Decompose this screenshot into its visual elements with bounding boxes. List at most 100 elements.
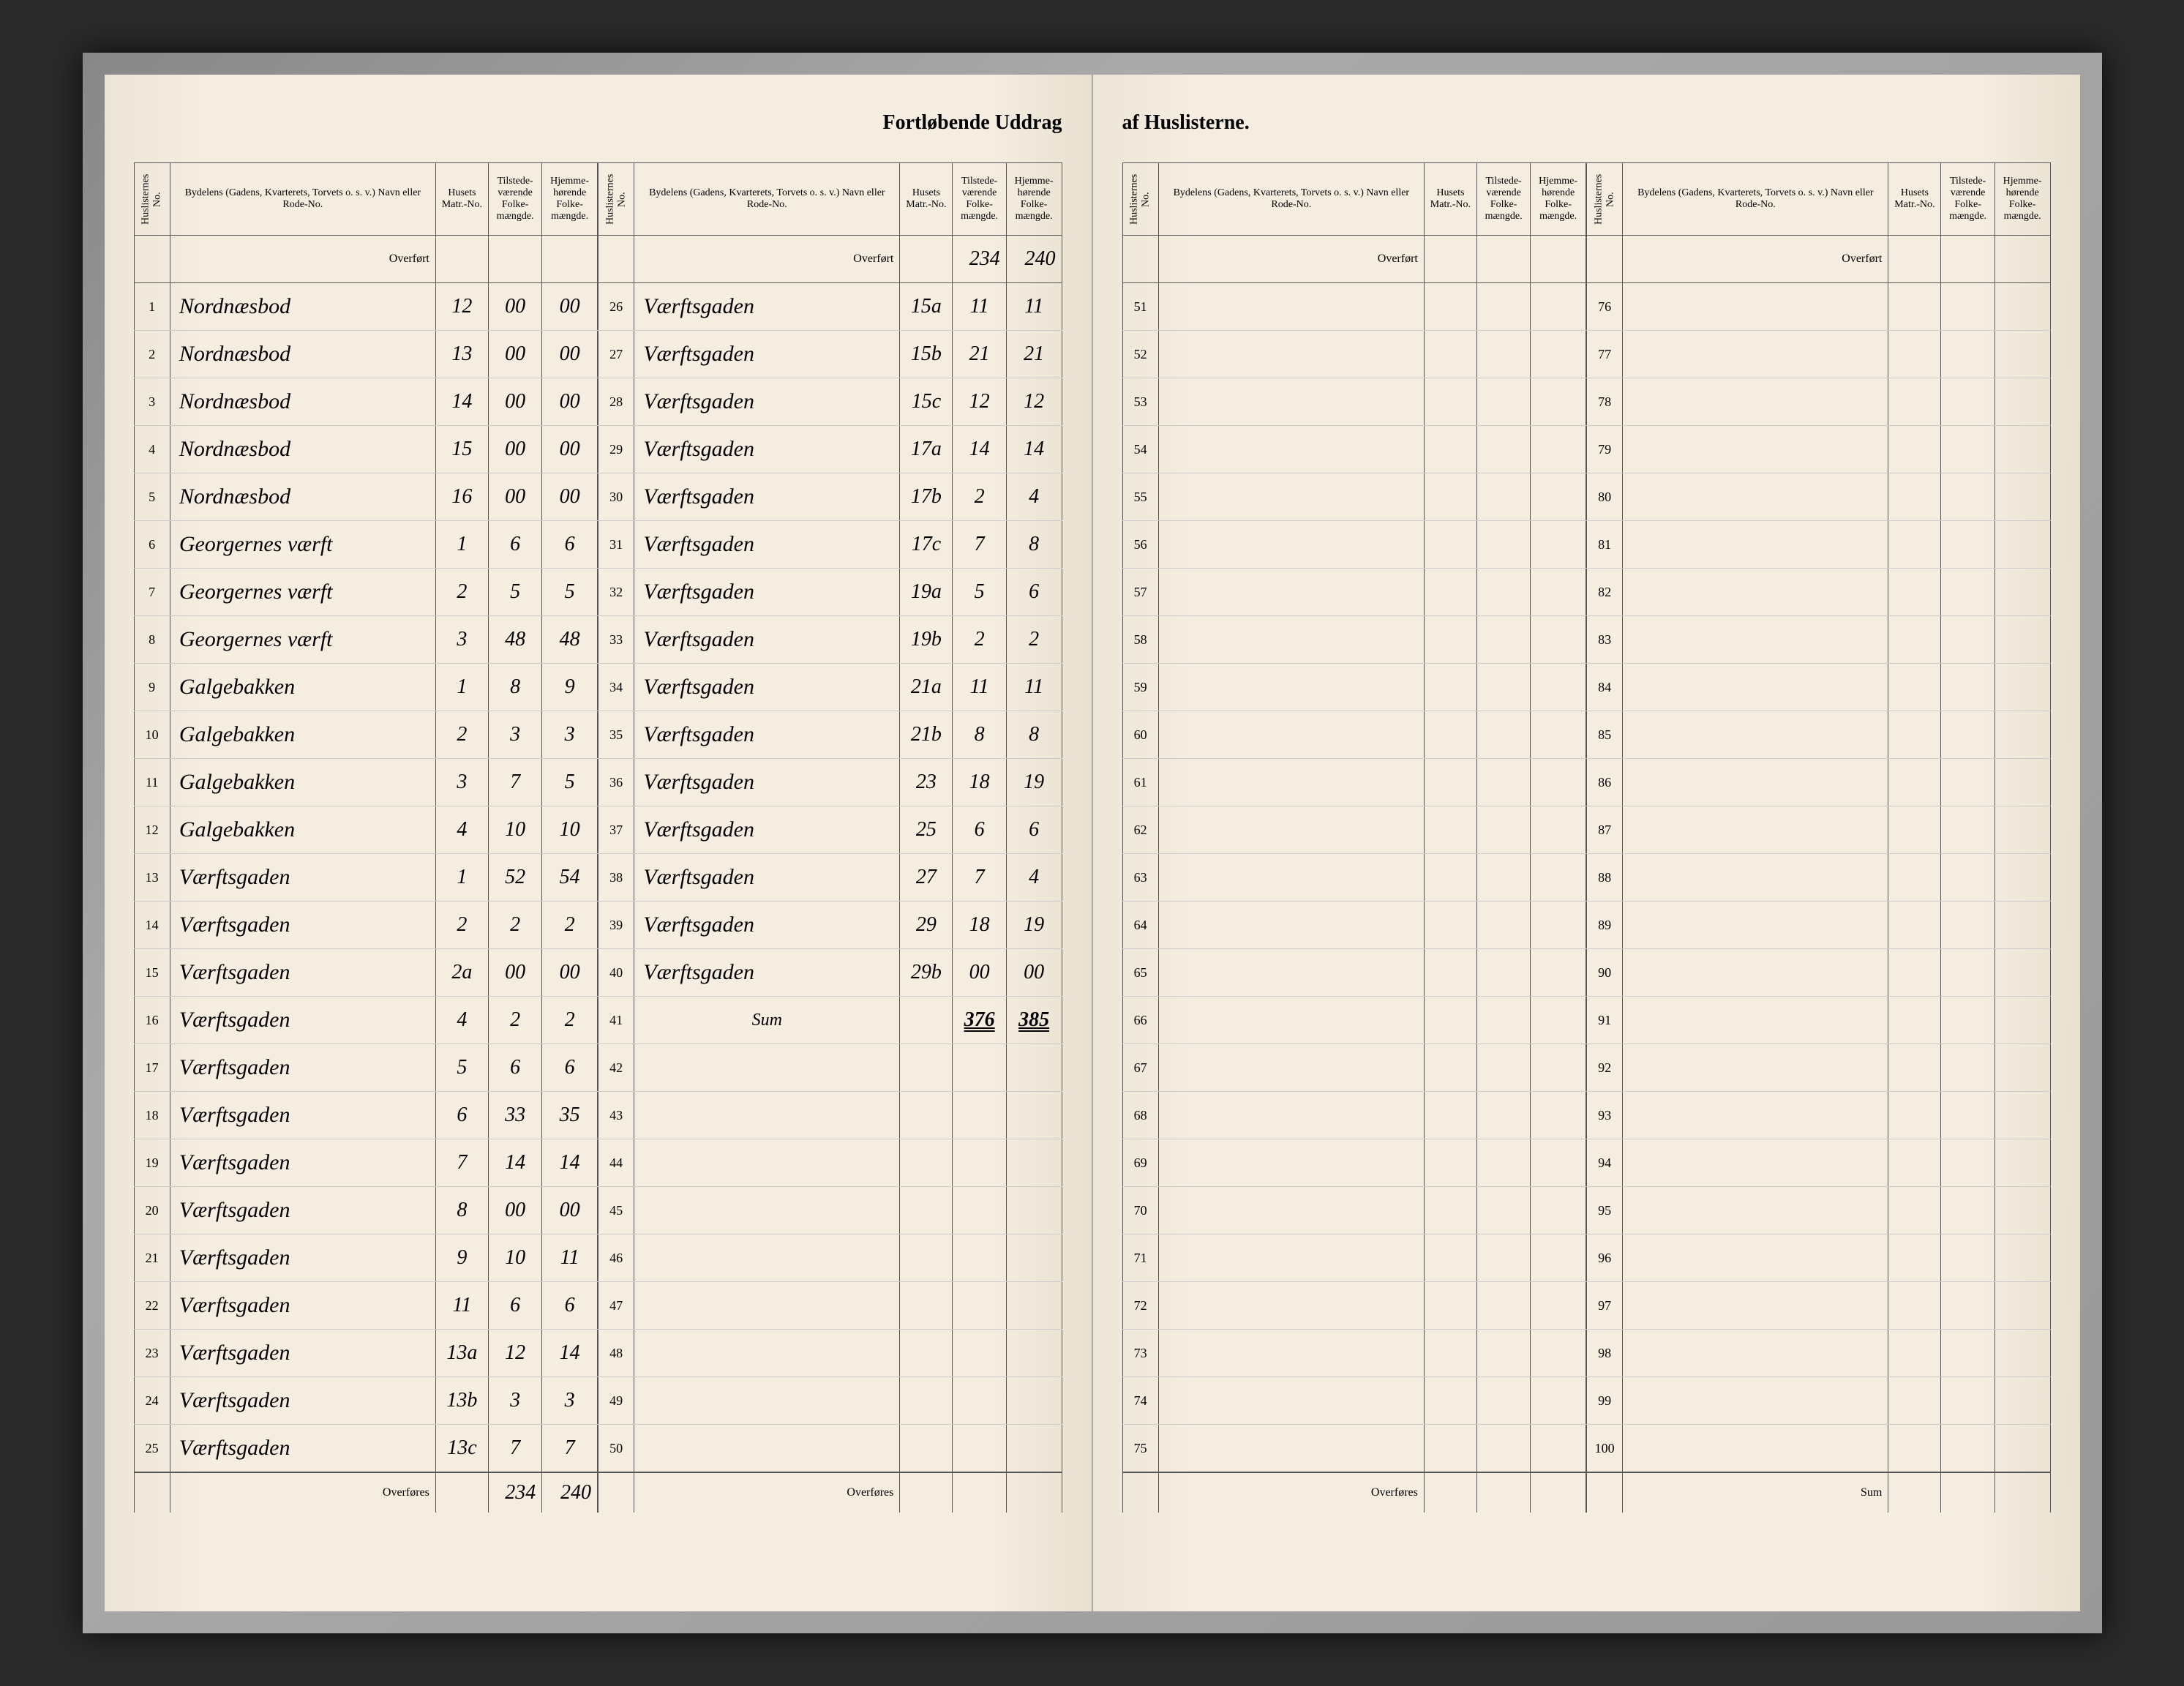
row-hjemme: 6 <box>542 521 598 569</box>
row-hjemme: 00 <box>542 473 598 521</box>
row-name: Værftsgaden <box>634 378 900 426</box>
row-no: 53 <box>1122 378 1158 426</box>
row-hjemme: 19 <box>1006 902 1062 949</box>
row-name: Værftsgaden <box>170 1234 435 1282</box>
row-tilstede: 00 <box>488 331 541 378</box>
row-matr: 25 <box>900 806 953 854</box>
table-row: 100 <box>1587 1425 2051 1473</box>
row-matr: 13 <box>435 331 488 378</box>
row-hjemme: 8 <box>1006 521 1062 569</box>
row-hjemme: 6 <box>542 1044 598 1092</box>
row-hjemme: 7 <box>542 1425 598 1473</box>
row-tilstede: 00 <box>488 378 541 426</box>
page-title-right: af Huslisterne. <box>1122 111 1250 135</box>
header-matr: Husets Matr.-No. <box>900 163 953 236</box>
row-no: 92 <box>1587 1044 1623 1092</box>
header-hjemme: Hjemme-hørende Folke-mængde. <box>1531 163 1586 236</box>
row-matr: 17c <box>900 521 953 569</box>
row-hjemme: 2 <box>542 902 598 949</box>
table-row: 35 Værftsgaden 21b 8 8 <box>598 711 1062 759</box>
row-no: 39 <box>598 902 634 949</box>
table-row: 2 Nordnæsbod 13 00 00 <box>134 331 598 378</box>
row-no: 78 <box>1587 378 1623 426</box>
row-tilstede: 00 <box>953 949 1006 997</box>
row-hjemme: 00 <box>542 331 598 378</box>
row-matr: 15a <box>900 283 953 331</box>
table-row: 71 <box>1122 1234 1586 1282</box>
row-hjemme: 6 <box>1006 806 1062 854</box>
row-matr: 19a <box>900 569 953 616</box>
table-row: 86 <box>1587 759 2051 806</box>
row-matr: 29b <box>900 949 953 997</box>
header-hjemme: Hjemme-hørende Folke-mængde. <box>542 163 598 236</box>
row-no: 11 <box>134 759 170 806</box>
table-row: 42 <box>598 1044 1062 1092</box>
header-name: Bydelens (Gadens, Kvarterets, Torvets o.… <box>1158 163 1424 236</box>
table-row: 29 Værftsgaden 17a 14 14 <box>598 426 1062 473</box>
table-row: 81 <box>1587 521 2051 569</box>
row-no: 22 <box>134 1282 170 1330</box>
overfores-label: Overføres <box>170 1472 435 1513</box>
row-no: 98 <box>1587 1330 1623 1377</box>
table-row: 73 <box>1122 1330 1586 1377</box>
row-tilstede: 5 <box>488 569 541 616</box>
table-row: 47 <box>598 1282 1062 1330</box>
overfores-label: Overføres <box>634 1472 900 1513</box>
row-no: 72 <box>1122 1282 1158 1330</box>
row-no: 24 <box>134 1377 170 1425</box>
row-name: Galgebakken <box>170 711 435 759</box>
row-no: 17 <box>134 1044 170 1092</box>
table-row: 60 <box>1122 711 1586 759</box>
row-matr: 17a <box>900 426 953 473</box>
table-row: 88 <box>1587 854 2051 902</box>
row-no: 97 <box>1587 1282 1623 1330</box>
table-row: 6 Georgernes værft 1 6 6 <box>134 521 598 569</box>
row-no: 51 <box>1122 283 1158 331</box>
row-name: Værftsgaden <box>634 283 900 331</box>
row-hjemme: 35 <box>542 1092 598 1139</box>
header-no: Huslisternes No. <box>1587 163 1623 236</box>
overfores-label: Overføres <box>1158 1472 1424 1513</box>
table-row: 91 <box>1587 997 2051 1044</box>
row-no: 61 <box>1122 759 1158 806</box>
row-hjemme: 00 <box>542 283 598 331</box>
row-name: Nordnæsbod <box>170 473 435 521</box>
table-row: 3 Nordnæsbod 14 00 00 <box>134 378 598 426</box>
row-matr: 3 <box>435 759 488 806</box>
row-hjemme: 21 <box>1006 331 1062 378</box>
table-row: 25 Værftsgaden 13c 7 7 <box>134 1425 598 1473</box>
row-no: 5 <box>134 473 170 521</box>
row-hjemme: 5 <box>542 569 598 616</box>
table-row: 44 <box>598 1139 1062 1187</box>
header-matr: Husets Matr.-No. <box>435 163 488 236</box>
ledger-book: Fortløbende Uddrag Huslisternes No. Byde… <box>105 75 2080 1611</box>
ledger-column-1: Huslisternes No. Bydelens (Gadens, Kvart… <box>134 162 598 1513</box>
row-matr: 2a <box>435 949 488 997</box>
row-tilstede: 33 <box>488 1092 541 1139</box>
row-no: 74 <box>1122 1377 1158 1425</box>
table-row: 11 Galgebakken 3 7 5 <box>134 759 598 806</box>
table-row: 53 <box>1122 378 1586 426</box>
table-row: 18 Værftsgaden 6 33 35 <box>134 1092 598 1139</box>
row-name: Værftsgaden <box>634 569 900 616</box>
row-hjemme: 6 <box>1006 569 1062 616</box>
row-matr: 13a <box>435 1330 488 1377</box>
row-hjemme: 3 <box>542 711 598 759</box>
row-tilstede: 7 <box>953 521 1006 569</box>
row-name: Værftsgaden <box>634 473 900 521</box>
row-no: 93 <box>1587 1092 1623 1139</box>
table-row: 24 Værftsgaden 13b 3 3 <box>134 1377 598 1425</box>
header-tilstede: Tilstede-værende Folke-mængde. <box>488 163 541 236</box>
row-name: Nordnæsbod <box>170 331 435 378</box>
table-row: 76 <box>1587 283 2051 331</box>
header-name: Bydelens (Gadens, Kvarterets, Torvets o.… <box>170 163 435 236</box>
row-no: 4 <box>134 426 170 473</box>
row-name: Værftsgaden <box>634 759 900 806</box>
table-row: 64 <box>1122 902 1586 949</box>
row-tilstede: 6 <box>488 1282 541 1330</box>
table-row: 22 Værftsgaden 11 6 6 <box>134 1282 598 1330</box>
row-no: 35 <box>598 711 634 759</box>
row-matr: 17b <box>900 473 953 521</box>
table-row: 13 Værftsgaden 1 52 54 <box>134 854 598 902</box>
row-matr: 3 <box>435 616 488 664</box>
